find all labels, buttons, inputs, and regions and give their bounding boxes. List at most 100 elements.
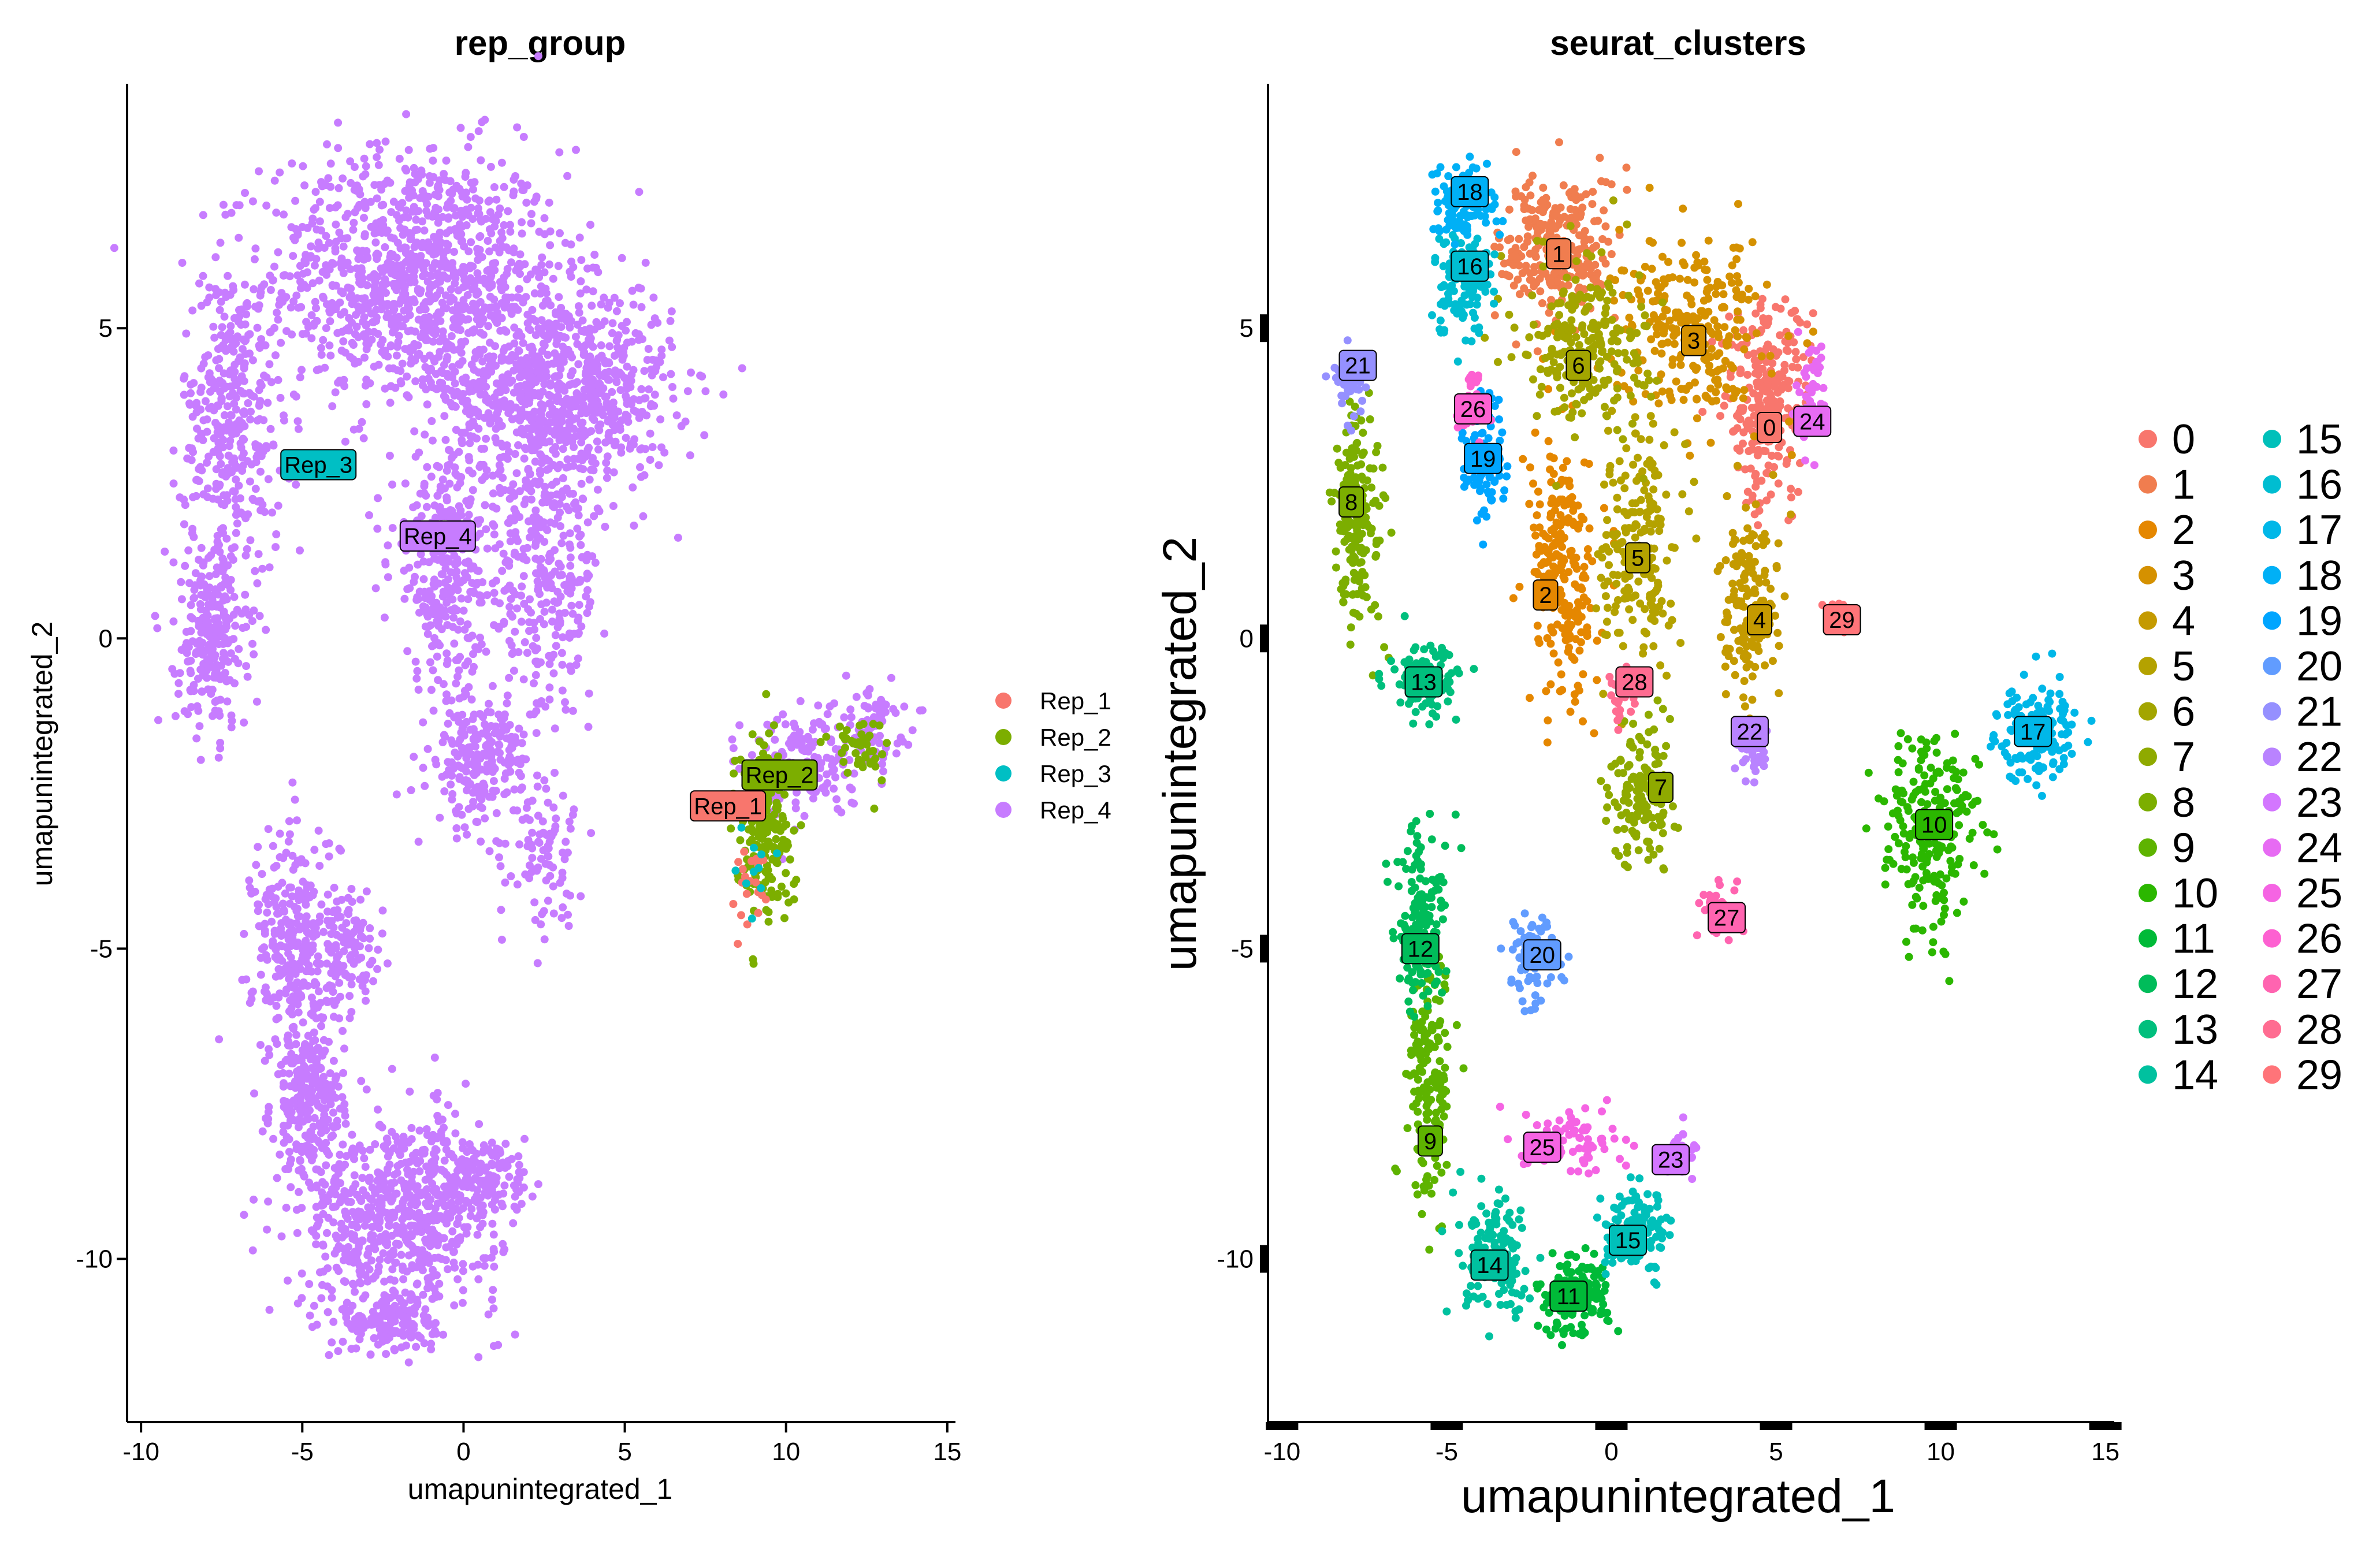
point-rep-4 — [380, 1291, 388, 1299]
point-rep-4 — [305, 1043, 313, 1051]
point-rep-4 — [474, 1353, 482, 1361]
point-rep-4 — [343, 261, 351, 269]
point-rep-4 — [635, 188, 643, 196]
point-rep-4 — [426, 658, 434, 667]
point-rep-4 — [393, 1169, 401, 1177]
point-rep-4 — [483, 591, 491, 599]
point-rep-4 — [365, 944, 373, 952]
point-rep-4 — [296, 913, 304, 921]
point-rep-4 — [561, 838, 570, 846]
point-rep-4 — [399, 282, 407, 290]
point-rep-4 — [177, 578, 185, 586]
point-rep-4 — [636, 463, 644, 471]
point-rep-4 — [231, 622, 239, 630]
point-rep-4 — [490, 530, 499, 538]
point-rep-4 — [489, 682, 497, 690]
point-rep-4 — [517, 180, 525, 188]
point-rep-4 — [546, 832, 555, 840]
point-rep-4 — [443, 660, 451, 668]
point-rep-4 — [479, 345, 488, 353]
point-rep-4 — [645, 345, 653, 353]
point-rep-4 — [630, 441, 638, 449]
point-rep-4 — [457, 124, 465, 132]
point-rep-4 — [528, 844, 536, 853]
point-rep-4 — [459, 1260, 467, 1268]
point-rep-4 — [434, 1117, 442, 1125]
point-rep-4 — [387, 233, 395, 241]
point-rep-4 — [296, 1157, 304, 1165]
point-rep-4 — [470, 307, 478, 315]
point-rep-4 — [567, 825, 575, 833]
point-rep-4 — [422, 207, 430, 215]
point-rep-4 — [380, 1307, 388, 1315]
point-rep-4 — [496, 237, 504, 245]
point-rep-4 — [498, 567, 506, 575]
point-rep-4 — [396, 1229, 404, 1237]
point-rep-4 — [295, 425, 303, 433]
point-rep-4 — [240, 719, 248, 727]
point-rep-4 — [204, 600, 213, 608]
point-rep-4 — [285, 817, 293, 825]
point-rep-4 — [220, 626, 228, 634]
point-rep-4 — [469, 486, 477, 494]
point-rep-4 — [215, 1035, 223, 1043]
point-rep-4 — [298, 366, 306, 374]
point-rep-4 — [416, 587, 424, 596]
point-rep-4 — [349, 341, 358, 349]
point-rep-4 — [592, 360, 600, 368]
point-rep-4 — [243, 545, 251, 553]
point-rep-4 — [499, 1240, 507, 1248]
point-rep-4 — [189, 448, 197, 456]
point-rep-4 — [440, 361, 448, 369]
point-rep-4 — [372, 584, 380, 592]
point-rep-4 — [473, 580, 481, 589]
point-rep-4 — [462, 169, 470, 177]
point-rep-4 — [419, 557, 427, 565]
point-rep-4 — [474, 425, 482, 433]
point-rep-4 — [288, 330, 296, 338]
point-rep-4 — [471, 277, 479, 285]
point-rep-4 — [238, 976, 246, 984]
point-rep-4 — [623, 338, 631, 347]
point-rep-4 — [470, 379, 478, 387]
point-rep-4 — [462, 768, 470, 776]
point-rep-4 — [288, 779, 296, 787]
point-rep-4 — [427, 1339, 435, 1348]
point-rep-4 — [395, 300, 403, 308]
point-rep-4 — [427, 686, 436, 694]
point-rep-4 — [360, 434, 368, 442]
point-rep-4 — [399, 360, 407, 368]
point-rep-4 — [510, 244, 518, 252]
point-rep-4 — [418, 1189, 426, 1197]
point-rep-4 — [552, 340, 560, 348]
point-rep-4 — [575, 601, 583, 609]
point-rep-4 — [278, 1233, 286, 1241]
point-rep-4 — [580, 343, 588, 351]
point-rep-4 — [332, 1231, 340, 1240]
point-rep-4 — [267, 378, 276, 386]
point-rep-4 — [504, 207, 512, 215]
point-rep-4 — [496, 466, 504, 474]
point-rep-4 — [533, 699, 541, 707]
point-rep-4 — [500, 326, 508, 334]
point-rep-4 — [668, 307, 676, 315]
point-rep-4 — [520, 731, 528, 739]
point-rep-4 — [355, 250, 363, 258]
point-rep-4 — [388, 321, 396, 329]
point-rep-4 — [598, 406, 607, 414]
point-rep-4 — [306, 1312, 314, 1320]
point-rep-4 — [220, 556, 228, 564]
point-rep-4 — [700, 431, 708, 439]
point-rep-4 — [267, 286, 275, 294]
point-rep-4 — [399, 273, 407, 281]
point-rep-4 — [490, 183, 499, 191]
point-rep-4 — [638, 335, 646, 343]
point-rep-4 — [432, 1204, 440, 1212]
point-rep-4 — [312, 1240, 320, 1248]
point-rep-4 — [273, 1040, 281, 1048]
point-rep-4 — [511, 172, 519, 180]
point-rep-4 — [466, 725, 474, 734]
point-rep-4 — [520, 675, 528, 683]
point-rep-4 — [630, 522, 638, 530]
point-rep-4 — [511, 628, 519, 636]
